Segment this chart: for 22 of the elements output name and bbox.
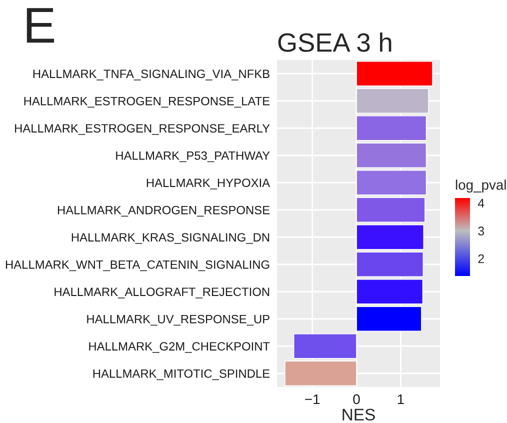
x-tick-label: 1 (398, 394, 404, 404)
text: E (26, 8, 54, 43)
y-tick-label: HALLMARK_G2M_CHECKPOINT (89, 342, 270, 353)
x-tick-label: 0 (353, 394, 360, 404)
x-tick-label: −1 (305, 394, 320, 404)
chart-title: GSEA 3 h (278, 32, 392, 52)
y-tick-label: HALLMARK_TNFA_SIGNALING_VIA_NFKB (33, 70, 270, 80)
y-tick-label: HALLMARK_ALLOGRAFT_REJECTION (54, 288, 270, 298)
color-bar-label: 2 (478, 254, 484, 264)
y-tick-label: HALLMARK_ESTROGEN_RESPONSE_EARLY (15, 124, 270, 135)
y-tick-label: HALLMARK_WNT_BETA_CATENIN_SIGNALING (6, 260, 270, 272)
x-axis-title: NES (342, 408, 375, 421)
y-tick-label: HALLMARK_HYPOXIA (146, 178, 270, 190)
y-tick-label: HALLMARK_KRAS_SIGNALING_DN (72, 233, 270, 244)
color-bar-title: log_pval (456, 180, 506, 193)
y-tick-label: HALLMARK_MITOTIC_SPINDLE (93, 369, 270, 380)
y-tick-label: HALLMARK_ANDROGEN_RESPONSE (58, 206, 270, 217)
y-tick-label: HALLMARK_ESTROGEN_RESPONSE_LATE (24, 96, 270, 108)
color-bar-label: 4 (478, 198, 484, 208)
color-bar-label: 3 (478, 226, 484, 236)
y-tick-label: HALLMARK_P53_PATHWAY (116, 151, 270, 162)
y-tick-label: HALLMARK_UV_RESPONSE_UP (87, 314, 270, 326)
